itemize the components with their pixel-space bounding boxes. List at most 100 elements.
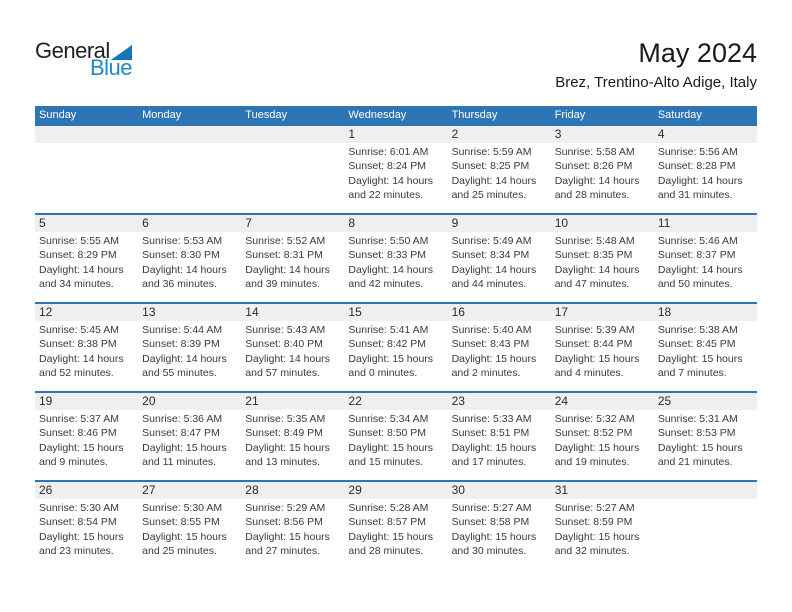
day-number: 12 bbox=[39, 305, 53, 319]
daylight-line1: Daylight: 14 hours bbox=[657, 174, 743, 187]
daylight-line1: Daylight: 15 hours bbox=[142, 441, 227, 454]
daylight-line1: Daylight: 15 hours bbox=[348, 441, 434, 454]
day-cell-23: 23 Sunrise: 5:33 AM Sunset: 8:51 PM Dayligh… bbox=[448, 393, 551, 470]
day-details: Sunrise: 5:32 AM Sunset: 8:52 PM Daylight:… bbox=[555, 412, 650, 470]
daylight-line2: and 32 minutes. bbox=[554, 545, 630, 558]
weekday-label-wednesday: Wednesday bbox=[348, 109, 407, 121]
daylight-line2: and 11 minutes. bbox=[142, 456, 217, 469]
daylight-line1: Daylight: 15 hours bbox=[657, 441, 743, 454]
day-details: Sunrise: 5:44 AM Sunset: 8:39 PM Daylight:… bbox=[142, 323, 237, 381]
week-row-3: 12 Sunrise: 5:45 AM Sunset: 8:38 PM Dayligh… bbox=[35, 302, 757, 391]
sunrise-text: Sunrise: 5:37 AM bbox=[39, 413, 119, 425]
daylight-line2: and 2 minutes. bbox=[451, 367, 521, 380]
daylight-line1: Daylight: 14 hours bbox=[142, 352, 227, 365]
day-cell-31: 31 Sunrise: 5:27 AM Sunset: 8:59 PM Dayligh… bbox=[551, 482, 654, 559]
sunrise-text: Sunrise: 5:46 AM bbox=[657, 235, 738, 247]
sunrise-text: Sunrise: 5:34 AM bbox=[348, 413, 429, 425]
daylight-line1: Daylight: 15 hours bbox=[245, 441, 330, 454]
sunset-text: Sunset: 8:54 PM bbox=[39, 516, 117, 529]
day-details: Sunrise: 5:45 AM Sunset: 8:38 PM Daylight:… bbox=[39, 323, 134, 381]
daylight-line1: Daylight: 14 hours bbox=[657, 263, 743, 276]
day-cell-29: 29 Sunrise: 5:28 AM Sunset: 8:57 PM Dayligh… bbox=[344, 482, 447, 559]
day-number: 22 bbox=[348, 394, 362, 408]
weekday-label-thursday: Thursday bbox=[451, 109, 498, 121]
day-details: Sunrise: 5:59 AM Sunset: 8:25 PM Daylight:… bbox=[452, 145, 547, 203]
day-cell-9: 9 Sunrise: 5:49 AM Sunset: 8:34 PM Daylight… bbox=[448, 215, 551, 292]
daylight-line2: and 50 minutes. bbox=[657, 278, 733, 291]
day-cell-6: 6 Sunrise: 5:53 AM Sunset: 8:30 PM Daylight… bbox=[138, 215, 241, 292]
day-cell-3: 3 Sunrise: 5:58 AM Sunset: 8:26 PM Daylight… bbox=[551, 126, 654, 203]
sunrise-text: Sunrise: 5:30 AM bbox=[142, 502, 223, 514]
logo-general-text: General bbox=[35, 38, 110, 63]
daylight-line2: and 27 minutes. bbox=[245, 545, 320, 558]
day-number: 10 bbox=[554, 216, 569, 230]
day-number-strip bbox=[35, 215, 757, 232]
day-number-empty bbox=[142, 126, 237, 143]
day-cell-7: 7 Sunrise: 5:52 AM Sunset: 8:31 PM Daylight… bbox=[241, 215, 344, 292]
weekday-header-row: Sunday Monday Tuesday Wednesday Thursday… bbox=[35, 106, 757, 124]
daylight-line2: and 28 minutes. bbox=[348, 545, 424, 558]
day-number: 19 bbox=[39, 394, 53, 408]
sunset-text: Sunset: 8:45 PM bbox=[657, 338, 736, 351]
week-cells: 19 Sunrise: 5:37 AM Sunset: 8:46 PM Dayligh… bbox=[35, 393, 757, 470]
daylight-line1: Daylight: 14 hours bbox=[554, 263, 640, 276]
daylight-line1: Daylight: 14 hours bbox=[245, 352, 330, 365]
day-number: 5 bbox=[39, 216, 46, 230]
daylight-line2: and 28 minutes. bbox=[554, 189, 630, 202]
sunrise-text: Sunrise: 5:56 AM bbox=[657, 146, 738, 158]
daylight-line1: Daylight: 14 hours bbox=[348, 263, 434, 276]
daylight-line2: and 23 minutes. bbox=[39, 545, 114, 558]
daylight-line2: and 55 minutes. bbox=[142, 367, 217, 380]
day-details: Sunrise: 5:53 AM Sunset: 8:30 PM Daylight:… bbox=[142, 234, 237, 292]
daylight-line1: Daylight: 15 hours bbox=[657, 352, 743, 365]
sunrise-text: Sunrise: 5:27 AM bbox=[451, 502, 532, 514]
daylight-line1: Daylight: 15 hours bbox=[451, 530, 537, 543]
sunrise-text: Sunrise: 5:59 AM bbox=[451, 146, 532, 158]
daylight-line1: Daylight: 14 hours bbox=[39, 352, 124, 365]
day-cell-5: 5 Sunrise: 5:55 AM Sunset: 8:29 PM Daylight… bbox=[35, 215, 138, 292]
day-details: Sunrise: 5:39 AM Sunset: 8:44 PM Daylight:… bbox=[555, 323, 650, 381]
daylight-line1: Daylight: 14 hours bbox=[451, 263, 537, 276]
sunset-text: Sunset: 8:51 PM bbox=[451, 427, 530, 440]
daylight-line2: and 39 minutes. bbox=[245, 278, 320, 291]
day-number: 20 bbox=[142, 394, 156, 408]
sunrise-text: Sunrise: 5:32 AM bbox=[554, 413, 635, 425]
sunset-text: Sunset: 8:29 PM bbox=[39, 249, 117, 262]
sunset-text: Sunset: 8:24 PM bbox=[348, 160, 427, 173]
day-cell-14: 14 Sunrise: 5:43 AM Sunset: 8:40 PM Dayligh… bbox=[241, 304, 344, 381]
day-details: Sunrise: 5:33 AM Sunset: 8:51 PM Daylight:… bbox=[452, 412, 547, 470]
sunrise-text: Sunrise: 5:29 AM bbox=[245, 502, 326, 514]
daylight-line1: Daylight: 15 hours bbox=[245, 530, 330, 543]
day-cell-2: 2 Sunrise: 5:59 AM Sunset: 8:25 PM Daylight… bbox=[448, 126, 551, 203]
daylight-line1: Daylight: 15 hours bbox=[348, 352, 434, 365]
sunrise-text: Sunrise: 5:30 AM bbox=[39, 502, 119, 514]
daylight-line1: Daylight: 15 hours bbox=[554, 441, 640, 454]
sunrise-text: Sunrise: 5:35 AM bbox=[245, 413, 326, 425]
day-cell-11: 11 Sunrise: 5:46 AM Sunset: 8:37 PM Dayligh… bbox=[654, 215, 757, 292]
day-details: Sunrise: 5:43 AM Sunset: 8:40 PM Daylight:… bbox=[245, 323, 340, 381]
week-row-4: 19 Sunrise: 5:37 AM Sunset: 8:46 PM Dayligh… bbox=[35, 391, 757, 480]
day-cell-18: 18 Sunrise: 5:38 AM Sunset: 8:45 PM Dayligh… bbox=[654, 304, 757, 381]
day-details: Sunrise: 5:36 AM Sunset: 8:47 PM Daylight:… bbox=[142, 412, 237, 470]
day-number: 21 bbox=[245, 394, 259, 408]
daylight-line2: and 15 minutes. bbox=[348, 456, 424, 469]
day-number: 24 bbox=[554, 394, 569, 408]
day-number: 18 bbox=[657, 305, 672, 319]
daylight-line2: and 52 minutes. bbox=[39, 367, 114, 380]
sunset-text: Sunset: 8:38 PM bbox=[39, 338, 117, 351]
daylight-line2: and 25 minutes. bbox=[451, 189, 527, 202]
sunset-text: Sunset: 8:40 PM bbox=[245, 338, 323, 351]
day-cell-26: 26 Sunrise: 5:30 AM Sunset: 8:54 PM Dayligh… bbox=[35, 482, 138, 559]
day-number: 6 bbox=[142, 216, 149, 230]
day-number: 16 bbox=[451, 305, 465, 319]
day-details: Sunrise: 6:01 AM Sunset: 8:24 PM Daylight:… bbox=[348, 145, 443, 203]
day-details: Sunrise: 5:27 AM Sunset: 8:59 PM Daylight:… bbox=[555, 501, 650, 559]
day-details: Sunrise: 5:38 AM Sunset: 8:45 PM Daylight:… bbox=[658, 323, 753, 381]
sunrise-text: Sunrise: 5:38 AM bbox=[657, 324, 738, 336]
daylight-line1: Daylight: 14 hours bbox=[554, 174, 640, 187]
daylight-line2: and 0 minutes. bbox=[348, 367, 418, 380]
sunset-text: Sunset: 8:57 PM bbox=[348, 516, 427, 529]
day-cell-28: 28 Sunrise: 5:29 AM Sunset: 8:56 PM Dayligh… bbox=[241, 482, 344, 559]
daylight-line2: and 9 minutes. bbox=[39, 456, 108, 469]
day-cell-12: 12 Sunrise: 5:45 AM Sunset: 8:38 PM Dayligh… bbox=[35, 304, 138, 381]
